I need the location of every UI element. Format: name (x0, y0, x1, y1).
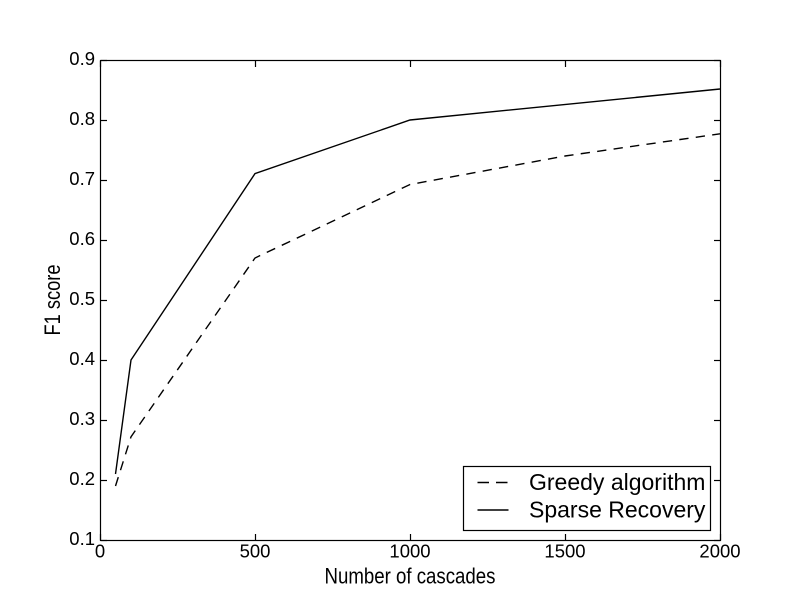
svg-text:Greedy algorithm: Greedy algorithm (529, 469, 705, 495)
svg-text:0: 0 (95, 541, 105, 562)
svg-text:0.5: 0.5 (69, 288, 95, 309)
svg-text:0.8: 0.8 (69, 108, 95, 129)
svg-text:F1 score: F1 score (40, 265, 65, 336)
svg-text:0.3: 0.3 (69, 408, 95, 429)
svg-text:0.4: 0.4 (69, 348, 95, 369)
svg-text:1500: 1500 (544, 541, 585, 562)
svg-text:0.6: 0.6 (69, 228, 95, 249)
svg-text:2000: 2000 (699, 541, 740, 562)
svg-text:0.1: 0.1 (69, 528, 95, 549)
svg-text:0.2: 0.2 (69, 468, 95, 489)
svg-text:500: 500 (240, 541, 271, 562)
svg-text:Number of cascades: Number of cascades (325, 564, 496, 589)
svg-text:0.7: 0.7 (69, 168, 95, 189)
svg-text:0.9: 0.9 (69, 48, 95, 69)
svg-text:1000: 1000 (389, 541, 430, 562)
svg-text:Sparse Recovery: Sparse Recovery (529, 497, 706, 523)
